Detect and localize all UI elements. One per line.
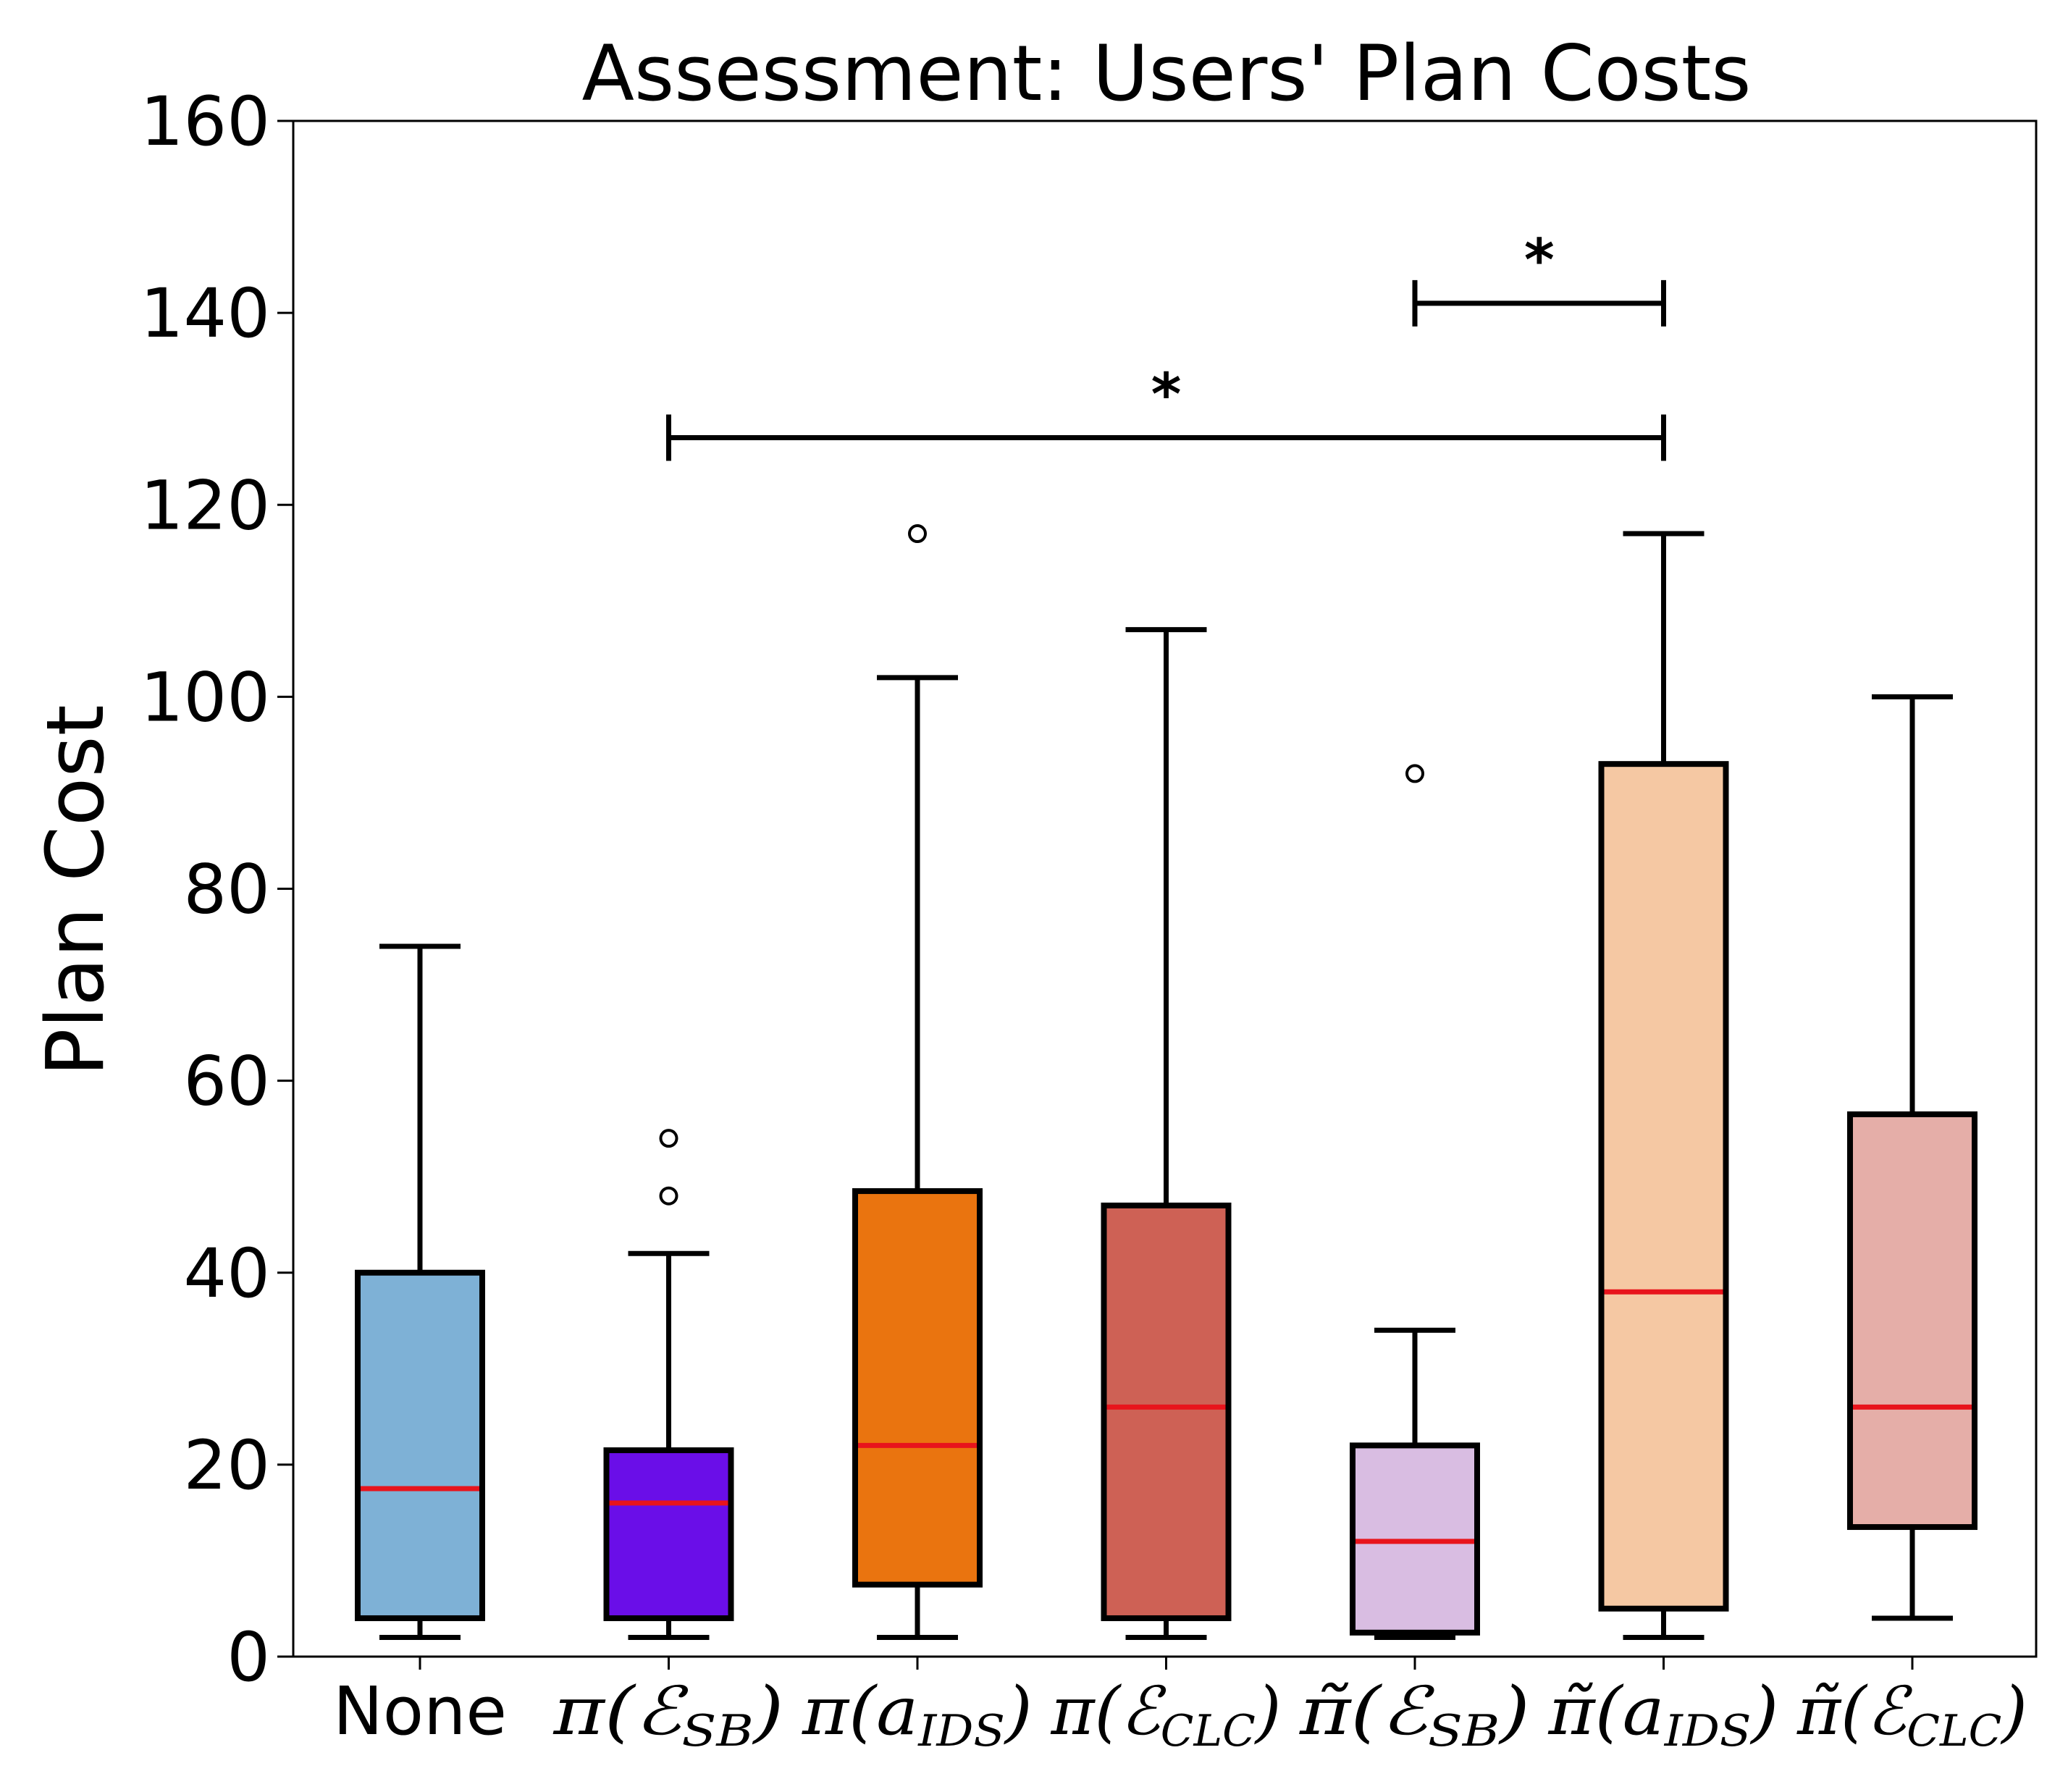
plot-area: 0 20 40 60 80 100 120 140 160 None π(ℰ SB) π(aIDS) π(… (140, 83, 2038, 1757)
significance-bracket-0: * (1412, 227, 1666, 327)
y-tick-label: 100 (140, 658, 270, 737)
box-group-0 (355, 943, 485, 1640)
outlier-point (1405, 764, 1424, 783)
box-group-5 (1598, 531, 1729, 1640)
x-tick-label: π̃(aIDS) (1547, 1673, 1778, 1757)
outlier-point (659, 1186, 678, 1206)
box-group-1 (603, 1129, 734, 1640)
iqr-box (603, 1447, 734, 1621)
iqr-box (852, 1188, 983, 1588)
y-tick-label: 60 (183, 1043, 270, 1122)
box-group-3 (1101, 627, 1232, 1640)
significance-star: * (1151, 361, 1182, 428)
box-group-2 (852, 524, 983, 1640)
y-tick-label: 20 (183, 1426, 270, 1505)
x-tick-label: π̃(ℰ SB) (1299, 1673, 1530, 1757)
x-tick-label: π̃(ℰCLC) (1796, 1673, 2027, 1757)
significance-star: * (1524, 227, 1555, 294)
iqr-box (355, 1269, 485, 1621)
y-tick-label: 40 (183, 1234, 270, 1313)
y-tick-label: 120 (140, 466, 270, 545)
y-tick-label: 160 (140, 83, 270, 161)
iqr-box (1101, 1202, 1232, 1621)
outlier-point (659, 1129, 678, 1148)
x-tick-label: π(ℰCLC) (1051, 1673, 1282, 1757)
iqr-box (1847, 1111, 1977, 1531)
x-tick-label: π(aIDS) (802, 1673, 1033, 1757)
outlier-point (908, 524, 927, 544)
x-tick-label: π(ℰ SB) (552, 1673, 783, 1757)
y-tick-label: 80 (183, 851, 270, 930)
iqr-box (1598, 761, 1729, 1612)
y-axis-label: Plan Cost (29, 704, 122, 1077)
significance-bracket-1: * (666, 361, 1666, 461)
x-tick-label: None (333, 1673, 507, 1750)
chart-title: Assessment: Users' Plan Costs (582, 29, 1752, 118)
box-group-4 (1350, 764, 1480, 1640)
box-group-6 (1847, 694, 1977, 1621)
y-tick-label: 140 (140, 274, 270, 353)
y-tick-label: 0 (227, 1618, 270, 1697)
